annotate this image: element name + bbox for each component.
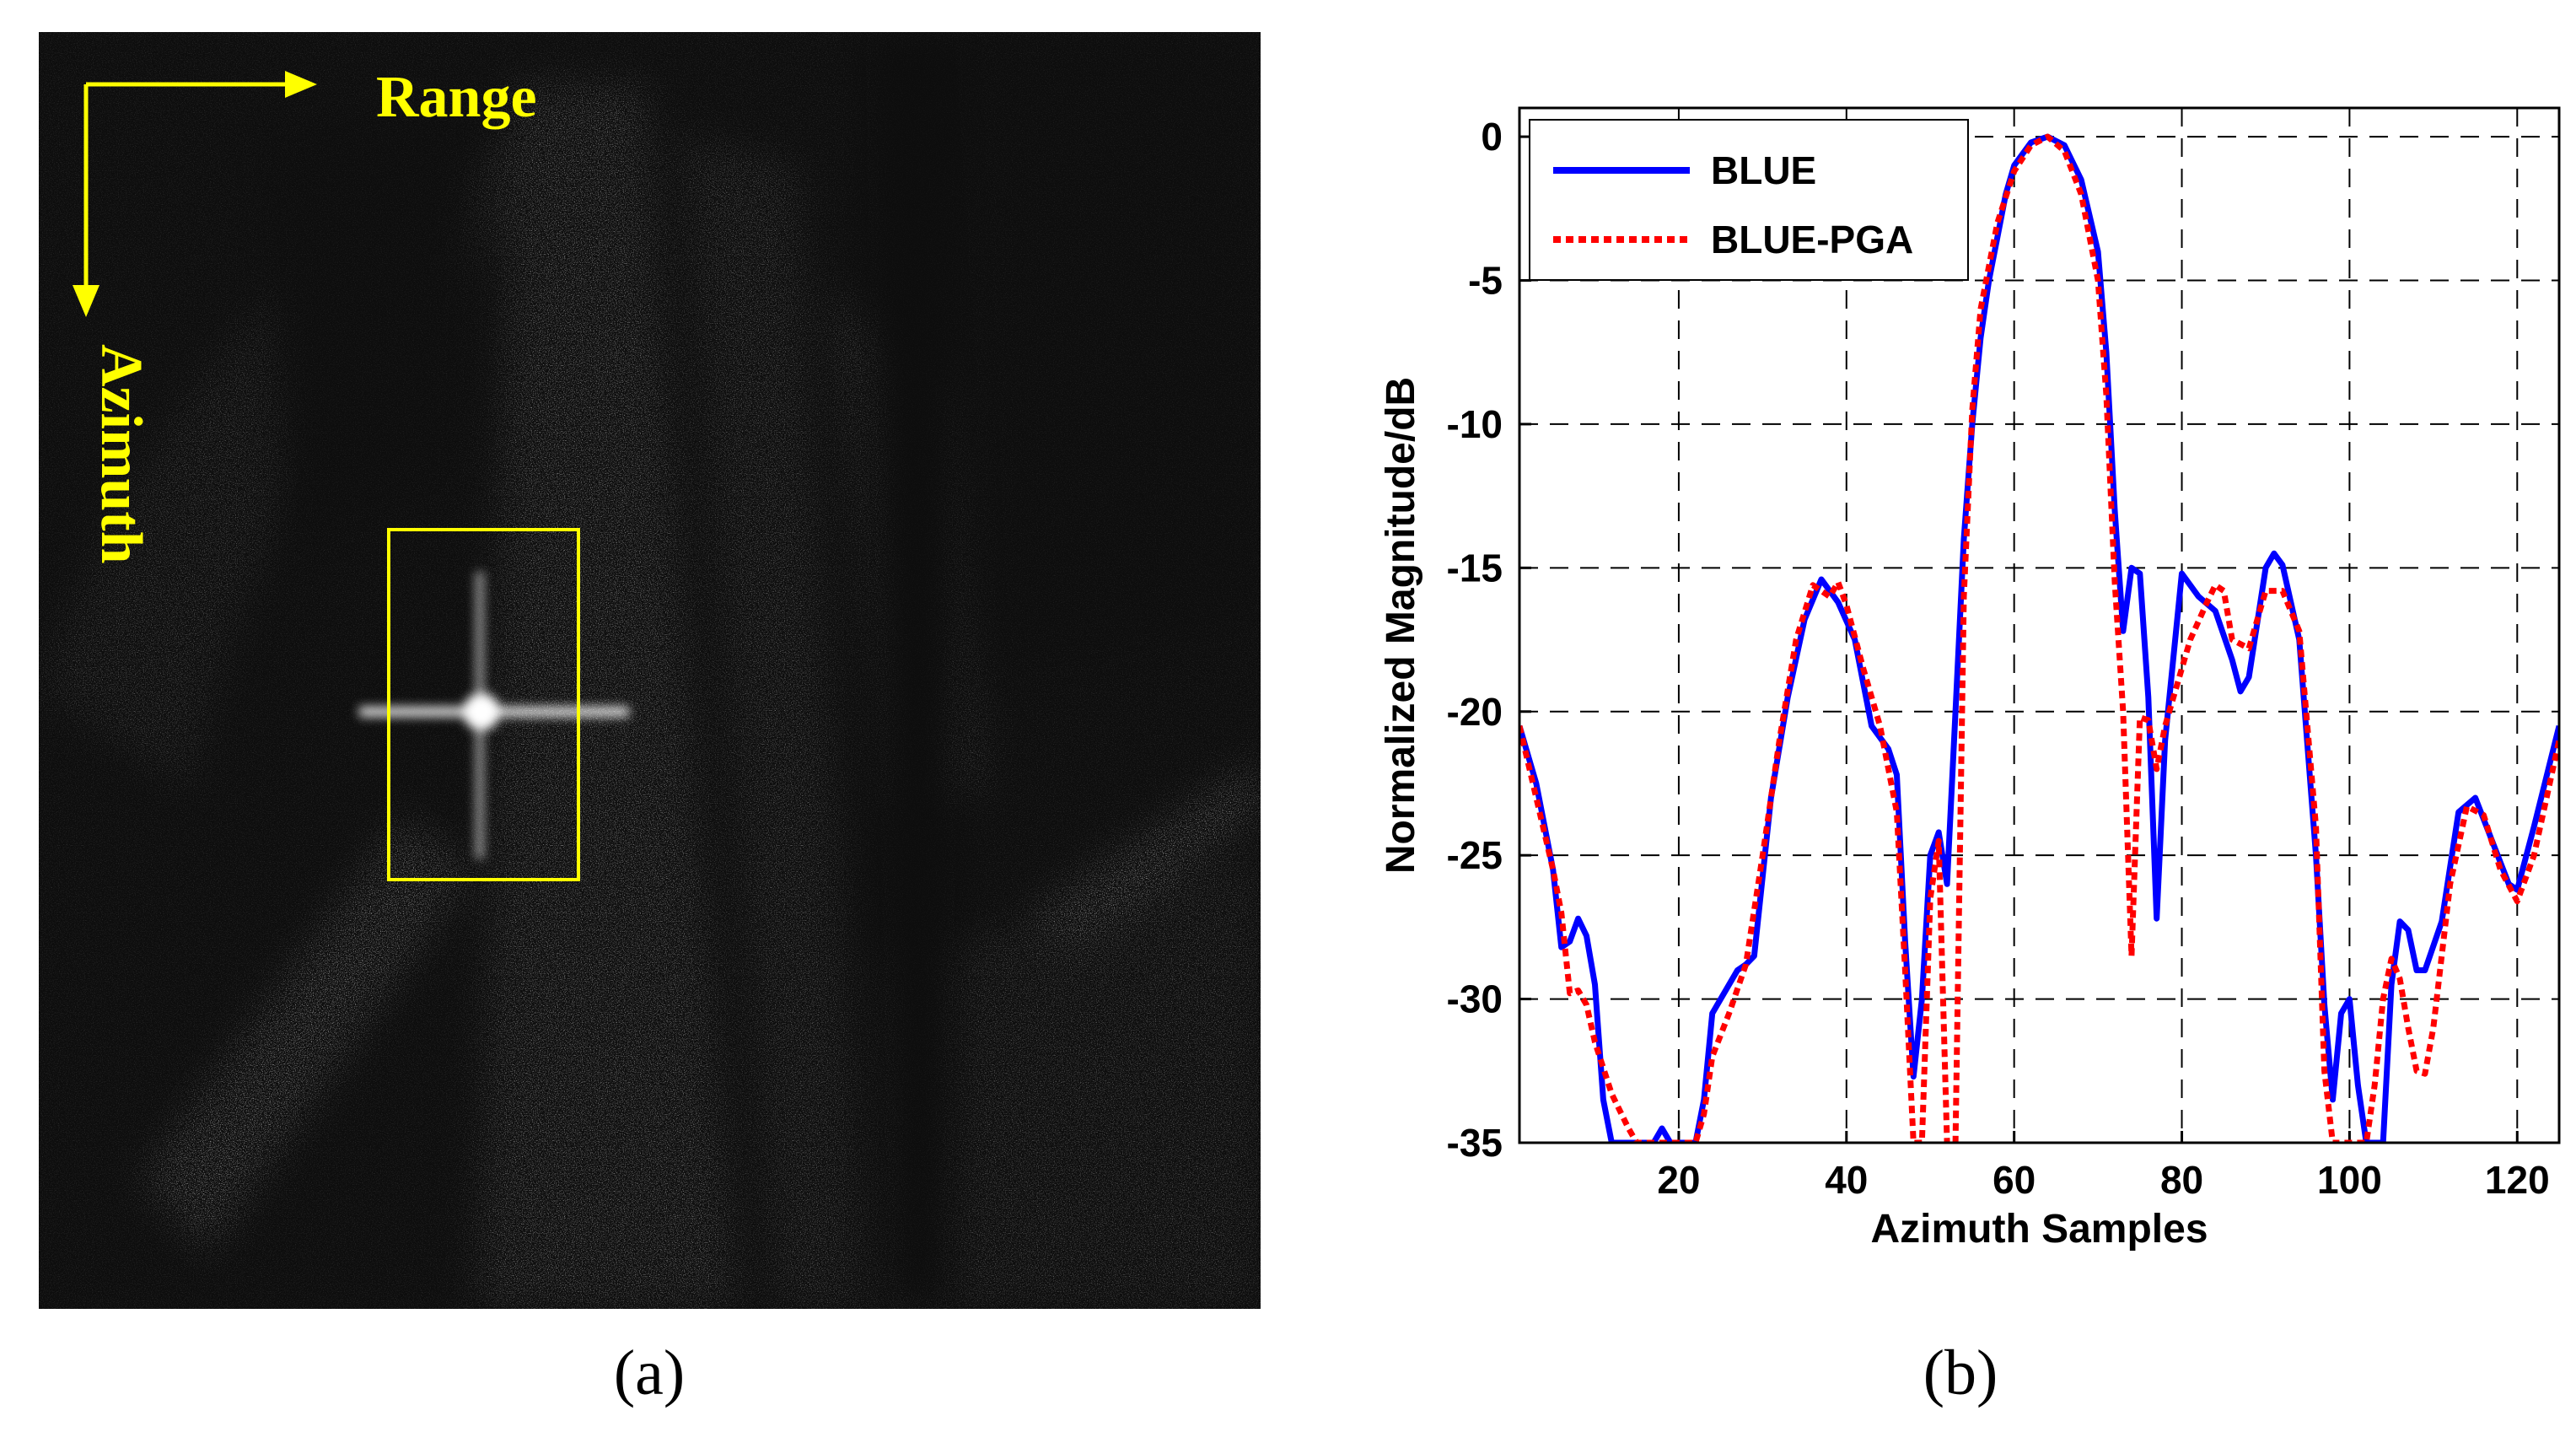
azimuth-arrowhead — [73, 285, 99, 317]
range-arrowhead — [285, 71, 317, 98]
plot-frame — [1518, 106, 2561, 1144]
legend-box — [1529, 119, 1969, 281]
range-label: Range — [376, 65, 537, 130]
y-tick-label: -25 — [1447, 833, 1503, 877]
legend-label-blue-pga: BLUE-PGA — [1711, 218, 1913, 261]
y-tick-label: 0 — [1481, 115, 1503, 159]
series-layer — [1519, 133, 2559, 1143]
direction-arrows — [73, 71, 317, 317]
legend-label-blue: BLUE — [1711, 148, 1816, 192]
sar-image: Range Azimuth — [39, 32, 1261, 1309]
x-tick-label: 80 — [2160, 1158, 2203, 1202]
sidelobe-chart: 20 40 60 80 100 120 0 -5 -10 -15 -20 -25 -30 -35 Azim… — [1379, 106, 2561, 1252]
x-axis-label: Azimuth Samples — [1870, 1207, 2208, 1252]
azimuth-label: Azimuth — [89, 344, 153, 564]
series-line-blue-pga — [1519, 133, 2559, 1143]
sar-speckle — [39, 32, 1261, 1309]
x-tick-label: 60 — [1993, 1158, 2036, 1202]
y-tick-label: -35 — [1447, 1121, 1503, 1165]
y-axis-label: Normalized Magnitude/dB — [1379, 377, 1423, 874]
y-tick-label: -20 — [1447, 690, 1503, 734]
chart-panel: 20 40 60 80 100 120 0 -5 -10 -15 -20 -25 -30 -35 Azim… — [1349, 51, 2576, 1290]
y-tick-label: -30 — [1447, 977, 1503, 1021]
x-tick-label: 100 — [2317, 1158, 2382, 1202]
roi-box — [387, 528, 580, 881]
point-target — [359, 572, 629, 859]
x-tick-label: 40 — [1825, 1158, 1868, 1202]
caption-b: (b) — [1923, 1338, 1998, 1408]
y-tick-label: -10 — [1447, 402, 1503, 446]
y-tick-label: -15 — [1447, 546, 1503, 589]
legend: BLUE BLUE-PGA — [1529, 119, 1969, 281]
y-tick-label: -5 — [1468, 259, 1503, 303]
series-line-blue — [1519, 133, 2559, 1143]
x-tick-label: 20 — [1657, 1158, 1700, 1202]
tick-labels: 20 40 60 80 100 120 0 -5 -10 -15 -20 -25 -30 -35 — [1447, 115, 2550, 1202]
x-tick-label: 120 — [2485, 1158, 2550, 1202]
sar-image-panel: Range Azimuth — [39, 32, 1261, 1309]
caption-a: (a) — [613, 1338, 686, 1408]
